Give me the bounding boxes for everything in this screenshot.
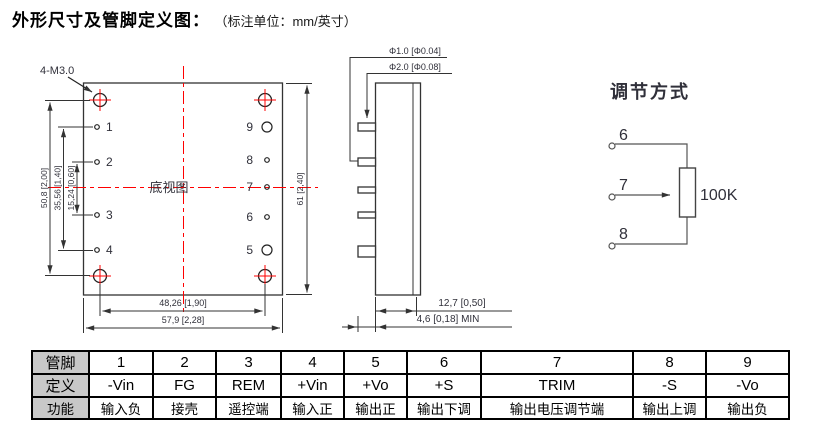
pin-cell: 9 [705,350,790,375]
resistor-value: 100K [700,187,738,204]
centerlines [48,66,318,313]
adjust-diagram: 调节方式 6 7 8 100K [608,81,738,250]
mounting-hole-crosshairs [89,89,276,287]
function-cell: 输出上调 [632,396,707,420]
mounting-holes [89,89,276,287]
function-cell: 输出下调 [406,396,482,420]
definition-cell: FG [152,373,217,398]
pin-number: 2 [106,155,113,169]
pin-cell: 1 [88,350,154,375]
row-header: 管脚 [31,350,90,375]
definition-cell: +Vo [343,373,408,398]
page-title-unit: （标注单位：mm/英寸） [214,14,357,29]
pins-right: 9 8 7 6 5 [246,120,273,257]
side-pin [357,211,377,219]
pin-definition-table: 管脚 1 2 3 4 5 6 7 8 9 定义 -Vin FG REM +Vin… [31,350,790,420]
side-pin [357,157,377,167]
function-cell: 接壳 [152,396,217,420]
definition-cell: +Vin [280,373,345,398]
function-cell: 遥控端 [215,396,282,420]
dim-width-outer: 57,9 [2,28] [162,315,205,325]
page-title-main: 外形尺寸及管脚定义图： [12,11,210,30]
dim-width-inner: 48,26 [1,90] [159,298,207,308]
dim-right [286,83,312,295]
function-cell: 输出电压调节端 [480,396,634,420]
pin-cell: 2 [152,350,217,375]
adjust-title: 调节方式 [610,81,690,102]
view-label: 底视图 [149,180,188,195]
definition-cell: TRIM [480,373,634,398]
row-header: 功能 [31,396,90,420]
pin-cell: 8 [632,350,707,375]
pin-number: 5 [246,243,253,257]
potentiometer [678,167,697,218]
pin-number: 7 [246,180,253,194]
pin-number: 9 [246,120,253,134]
dim-height-mid: 35,56 [1,40] [53,166,63,211]
page-title: 外形尺寸及管脚定义图： （标注单位：mm/英寸） [12,6,357,31]
function-cell: 输入正 [280,396,345,420]
row-header: 定义 [31,373,90,398]
pin-cell: 5 [343,350,408,375]
pin-number: 8 [246,153,253,167]
pin-cell: 3 [215,350,282,375]
definition-cell: -S [632,373,707,398]
pin-number: 3 [106,208,113,222]
dim-depth: 12,7 [0,50] [438,298,485,309]
table-row-definition: 定义 -Vin FG REM +Vin +Vo +S TRIM -S -Vo [31,373,790,398]
pin-diameter-callouts [349,57,452,162]
pins-left: 1 2 3 4 [94,120,113,257]
function-cell: 输出负 [705,396,790,420]
table-row-function: 功能 输入负 接壳 遥控端 输入正 输出正 输出下调 输出电压调节端 输出上调 … [31,396,790,420]
side-body [374,82,422,296]
mount-hole-callout: 4-M3.0 [40,65,93,93]
table-row-pin: 管脚 1 2 3 4 5 6 7 8 9 [31,350,790,375]
adjust-wires [608,142,688,250]
dim-height-outer: 50,8 [2,00] [39,168,49,208]
pin-number: 1 [106,120,113,134]
side-pin [357,186,377,194]
dia-small-label: Φ1.0 [Φ0.04] [389,46,441,56]
adjust-pin-6: 6 [619,127,628,144]
side-pin [357,245,377,258]
pin-number: 6 [246,210,253,224]
pin-cell: 4 [280,350,345,375]
pin-holes-right [261,121,273,256]
dim-height-inner: 15,24 [0,60] [66,166,76,211]
pin-holes-left [94,124,100,253]
side-pin [357,122,377,132]
dia-large-label: Φ2.0 [Φ0.08] [389,62,441,72]
dims-bottom [83,284,283,333]
pin-cell: 7 [480,350,634,375]
function-cell: 输入负 [88,396,154,420]
dims-left [45,100,93,276]
adjust-pin-8: 8 [619,226,628,243]
dims-side-bottom [342,297,512,332]
dim-pin-length: 4,6 [0,18] MIN [417,314,480,325]
pin-cell: 6 [406,350,482,375]
dim-height-right: 61 [2,40] [295,172,305,205]
dimension-drawing: 4-M3.0 1 2 3 4 9 8 7 6 5 [39,46,738,333]
definition-cell: -Vin [88,373,154,398]
pin-number: 4 [106,243,113,257]
function-cell: 输出正 [343,396,408,420]
side-view [357,82,422,296]
definition-cell: +S [406,373,482,398]
definition-cell: -Vo [705,373,790,398]
adjust-pin-7: 7 [619,177,628,194]
definition-cell: REM [215,373,282,398]
mount-hole-label: 4-M3.0 [40,65,74,77]
